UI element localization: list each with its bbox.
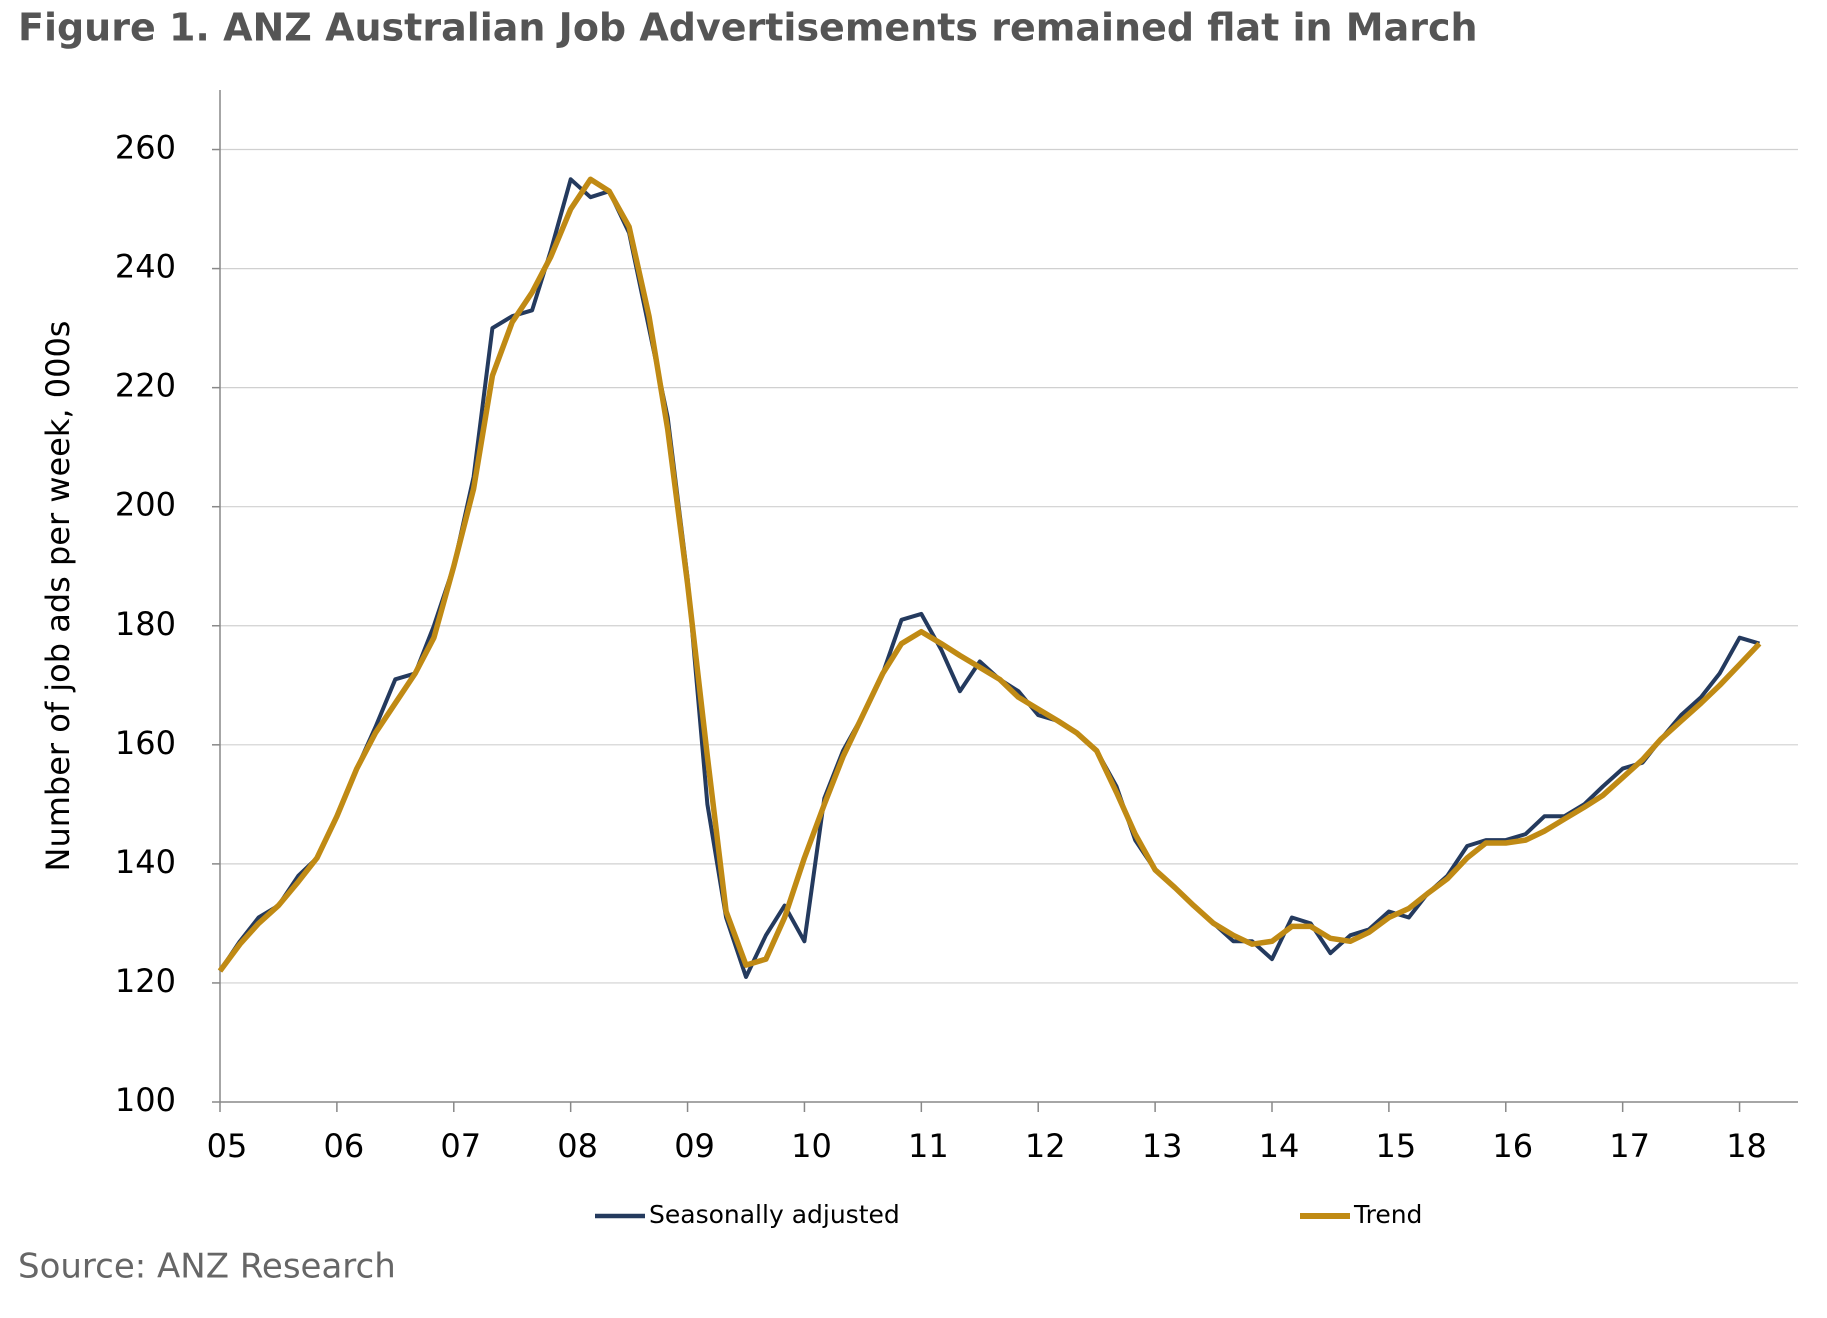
y-tick-label: 220 — [115, 367, 176, 405]
source: Source: ANZ Research — [18, 1247, 396, 1287]
x-tick-label: 09 — [674, 1127, 715, 1165]
y-tick-label: 180 — [115, 605, 176, 643]
y-tick-label: 120 — [115, 962, 176, 1000]
legend-label: Trend — [1353, 1200, 1422, 1229]
chart-title: Figure 1. ANZ Australian Job Advertiseme… — [18, 6, 1478, 50]
x-tick-label: 08 — [557, 1127, 598, 1165]
x-tick-label: 16 — [1492, 1127, 1533, 1165]
y-tick-label: 140 — [115, 843, 176, 881]
y-tick-label: 200 — [115, 486, 176, 524]
series-line — [217, 176, 1762, 973]
y-tick-label: 160 — [115, 724, 176, 762]
x-tick-label: 07 — [440, 1127, 481, 1165]
x-tick-label: 05 — [207, 1127, 248, 1165]
y-tick-label: 260 — [115, 129, 176, 167]
x-tick-label: 10 — [791, 1127, 832, 1165]
x-tick-label: 13 — [1142, 1127, 1183, 1165]
y-tick-label: 240 — [115, 248, 176, 286]
x-tick-label: 14 — [1259, 1127, 1300, 1165]
y-tick-label: 100 — [115, 1081, 176, 1119]
legend-label: Seasonally adjusted — [649, 1200, 900, 1229]
x-tick-label: 18 — [1726, 1127, 1767, 1165]
x-tick-label: 17 — [1609, 1127, 1650, 1165]
y-axis-label: Number of job ads per week, 000s — [39, 321, 77, 872]
x-tick-label: 11 — [908, 1127, 949, 1165]
x-tick-label: 12 — [1025, 1127, 1066, 1165]
x-tick-label: 15 — [1376, 1127, 1417, 1165]
x-tick-label: 06 — [324, 1127, 365, 1165]
